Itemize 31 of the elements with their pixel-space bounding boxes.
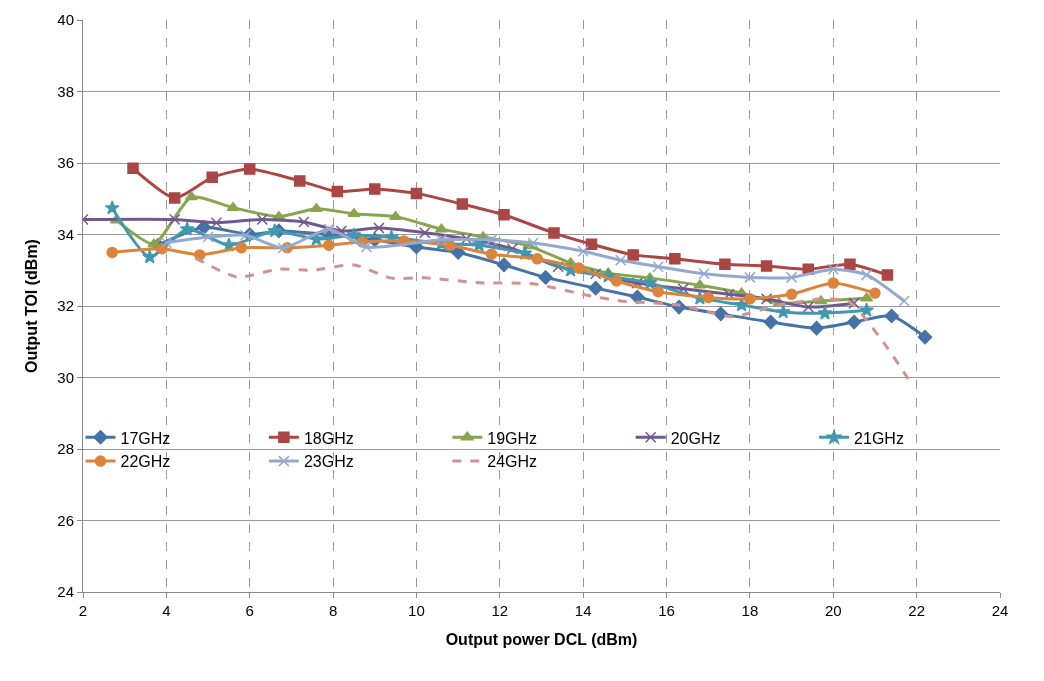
x-axis-title: Output power DCL (dBm)	[445, 630, 638, 648]
legend-label: 22GHz	[120, 453, 171, 471]
y-tick-label: 32	[57, 297, 74, 315]
x-tick-label: 14	[574, 602, 592, 619]
x-tick-label: 16	[658, 602, 675, 619]
y-tick-label: 26	[57, 511, 74, 529]
x-tick-label: 10	[408, 602, 425, 619]
x-tick-label: 6	[245, 602, 254, 619]
y-tick-label: 30	[57, 368, 74, 386]
legend-label: 19GHz	[487, 429, 538, 447]
y-tick-label: 28	[57, 440, 74, 458]
legend-label: 20GHz	[670, 429, 721, 447]
y-tick-label: 40	[57, 11, 74, 29]
legend-label: 24GHz	[487, 453, 538, 471]
y-tick-label: 38	[57, 82, 74, 100]
legend-label: 17GHz	[120, 429, 171, 447]
x-tick-label: 2	[78, 602, 88, 619]
y-axis-title: Output TOI (dBm)	[23, 239, 41, 373]
x-tick-label: 24	[991, 602, 1009, 619]
x-tick-label: 12	[491, 602, 509, 619]
x-tick-label: 4	[162, 602, 171, 619]
y-tick-label: 34	[57, 225, 74, 243]
legend-label: 18GHz	[303, 429, 354, 447]
x-tick-label: 22	[908, 602, 925, 619]
x-tick-label: 20	[824, 602, 842, 619]
y-tick-label: 24	[57, 583, 74, 601]
legend-label: 21GHz	[854, 429, 904, 447]
legend-label: 23GHz	[303, 453, 354, 471]
x-tick-label: 8	[328, 602, 338, 619]
y-tick-label: 36	[57, 154, 74, 172]
x-tick-label: 18	[741, 602, 759, 619]
